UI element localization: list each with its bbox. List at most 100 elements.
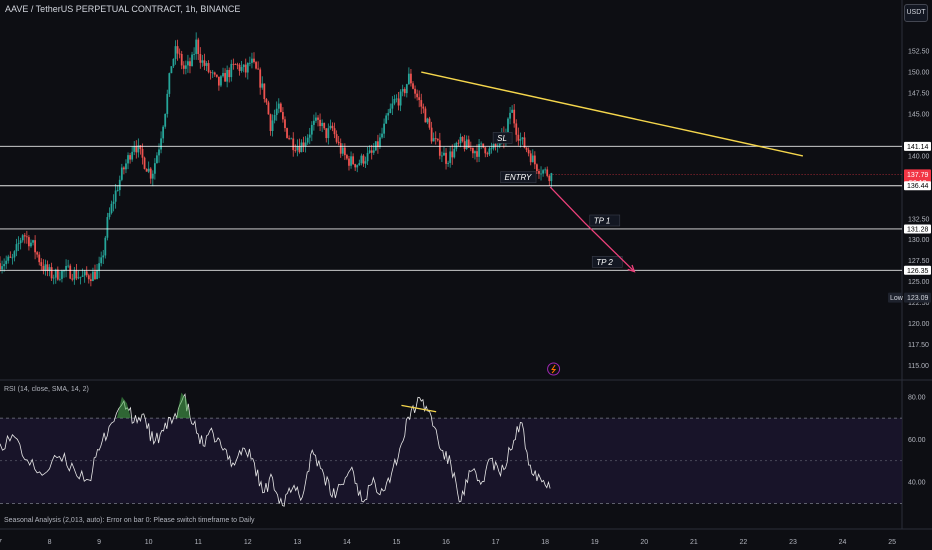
candle-body (284, 119, 286, 129)
price-tick-label: 147.50 (908, 91, 930, 98)
candle-body (104, 237, 107, 256)
candle-body (3, 264, 6, 267)
rsi-tick-label: 60.00 (908, 437, 926, 444)
candle-body (141, 148, 144, 158)
candle-body (350, 156, 352, 166)
candle-body (463, 141, 466, 149)
candle-body (509, 112, 511, 119)
candle-body (323, 122, 326, 129)
candle-body (263, 83, 266, 100)
candle-body (189, 61, 191, 67)
candle-body (290, 138, 293, 140)
candle-body (544, 169, 547, 171)
candle-body (432, 138, 435, 142)
candle-body (511, 109, 514, 113)
candle-body (292, 138, 295, 151)
candle-body (443, 152, 445, 156)
date-tick-label: 12 (244, 539, 252, 546)
candle-body (123, 167, 125, 170)
candle-body (536, 164, 538, 171)
candle-body (451, 151, 454, 158)
entry-price-tag-bg (904, 181, 931, 191)
candle-body (195, 39, 198, 54)
candle-body (298, 146, 301, 153)
candle-body (422, 106, 425, 109)
currency-button[interactable]: USDT (904, 4, 928, 22)
candle-body (193, 53, 196, 55)
candle-body (106, 217, 109, 238)
candle-body (174, 46, 177, 59)
level-label-tp-1: TP 1 (594, 216, 611, 225)
date-tick-label: 20 (640, 539, 648, 546)
candle-body (319, 119, 321, 127)
candle-body (224, 73, 226, 82)
date-tick-label: 17 (492, 539, 500, 546)
candle-body (374, 141, 377, 151)
candle-body (416, 93, 419, 98)
candle-body (54, 269, 57, 278)
candle-body (302, 142, 305, 147)
candle-body (533, 155, 536, 165)
low-label: Low (890, 295, 904, 302)
candle-body (531, 155, 534, 163)
candle-body (304, 142, 307, 147)
target-arrow[interactable] (549, 186, 635, 273)
candle-body (329, 125, 332, 129)
candle-body (424, 108, 427, 123)
candle-body (401, 89, 404, 92)
candle-body (548, 175, 551, 182)
lightning-icon[interactable] (547, 362, 561, 376)
rsi-divergence-line[interactable] (401, 404, 437, 413)
resistance-trendline[interactable] (421, 71, 804, 157)
rsi-line[interactable] (0, 393, 551, 507)
rsi-indicator-title[interactable]: RSI (14, close, SMA, 14, 2) (4, 386, 89, 393)
level-label-tp-2: TP 2 (596, 258, 613, 267)
candle-body (17, 243, 20, 245)
candle-body (410, 73, 412, 84)
candle-body (133, 146, 136, 152)
candle-body (158, 149, 160, 156)
candle-body (197, 39, 200, 55)
candle-body (13, 251, 16, 258)
candle-body (207, 63, 210, 72)
candle-body (296, 146, 299, 151)
candle-body (393, 99, 396, 104)
date-tick-label: 24 (839, 539, 847, 546)
candle-body (61, 270, 63, 279)
candle-body (360, 155, 363, 164)
date-tick-label: 11 (195, 539, 202, 546)
candle-body (385, 115, 388, 124)
candle-body (143, 157, 146, 169)
candle-body (81, 275, 84, 277)
candle-body (129, 155, 131, 160)
candle-body (348, 158, 350, 166)
candle-body (69, 265, 72, 279)
candle-body (65, 265, 67, 271)
date-tick-label: 21 (690, 539, 698, 546)
candle-body (469, 147, 472, 149)
price-tick-label: 115.00 (908, 363, 929, 370)
candle-body (156, 155, 158, 164)
candle-body (232, 63, 235, 65)
candle-body (58, 278, 61, 280)
candle-body (269, 114, 272, 132)
candle-body (480, 143, 483, 145)
price-tick-label: 152.50 (908, 49, 930, 56)
candle-body (182, 65, 185, 69)
candle-body (282, 112, 284, 120)
candle-body (116, 190, 119, 191)
level-label-entry: ENTRY (505, 173, 532, 182)
candle-body (300, 142, 303, 153)
candle-body (170, 66, 173, 74)
candle-body (372, 150, 375, 153)
candle-body (403, 89, 406, 94)
price-tick-label: 117.50 (908, 342, 929, 349)
candles (0, 32, 553, 287)
candle-body (529, 153, 532, 163)
candle-body (370, 150, 373, 153)
candle-body (52, 277, 55, 279)
candle-body (36, 252, 39, 255)
candle-body (267, 102, 270, 115)
